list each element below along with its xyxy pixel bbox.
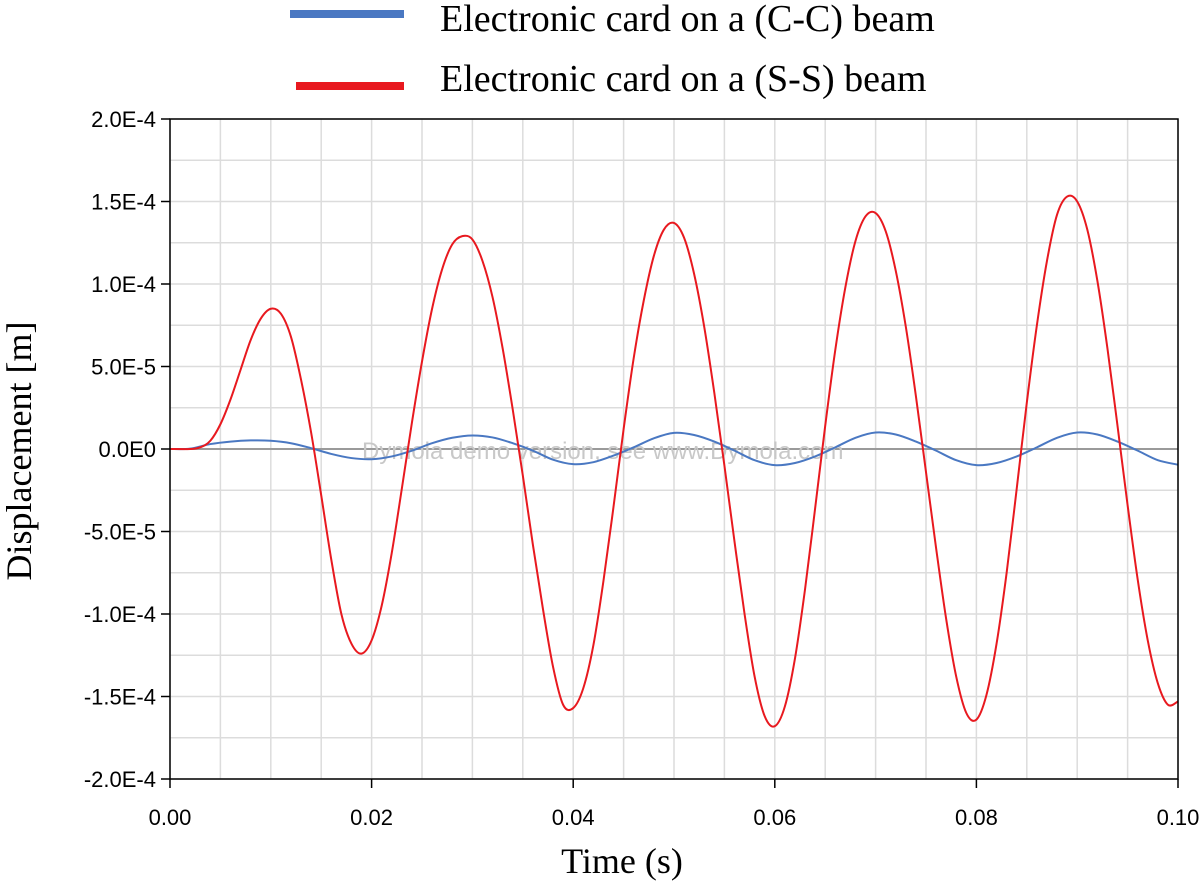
x-tick-label: 0.00 [149,805,192,830]
legend-label-ss: Electronic card on a (S-S) beam [440,58,926,100]
y-tick-label: 2.0E-4 [91,107,156,132]
x-tick-label: 0.10 [1157,805,1200,830]
x-tick-label: 0.04 [552,805,595,830]
x-tick-label: 0.08 [955,805,998,830]
y-axis-title: Displacement [m] [0,322,39,581]
legend: Electronic card on a (C-C) beam Electron… [290,0,935,100]
x-tick-label: 0.02 [350,805,393,830]
ticks [161,118,1179,788]
y-tick-label: 1.5E-4 [91,190,156,215]
series-layer [169,194,1179,728]
y-tick-label: -5.0E-5 [84,520,156,545]
y-tick-label: -1.5E-4 [84,685,156,710]
y-tick-label: 5.0E-5 [91,355,156,380]
y-tick-label: -2.0E-4 [84,767,156,792]
legend-label-cc: Electronic card on a (C-C) beam [440,0,935,40]
y-tick-label: -1.0E-4 [84,602,156,627]
x-axis-title: Time (s) [561,841,683,881]
x-tick-label: 0.06 [753,805,796,830]
y-tick-label: 1.0E-4 [91,272,156,297]
series-line-ss [169,194,1179,728]
x-tick-labels: 0.00 0.02 0.04 0.06 0.08 0.10 [149,805,1200,830]
y-tick-labels: 2.0E-4 1.5E-4 1.0E-4 5.0E-5 0.0E0 -5.0E-5 -1.0… [84,107,156,792]
y-tick-label: 0.0E0 [99,437,157,462]
series-line-cc [169,431,1179,467]
